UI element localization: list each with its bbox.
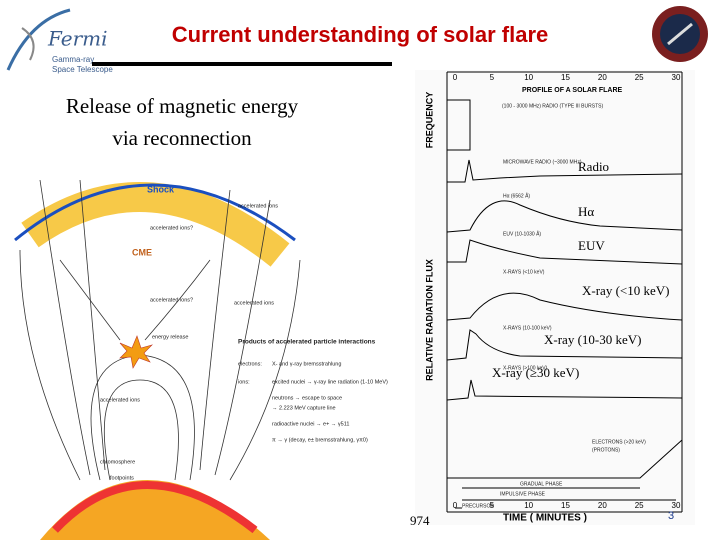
diagram-label: accelerated ions bbox=[100, 397, 140, 403]
diagram-label: footpoints bbox=[110, 475, 134, 481]
curve-label: X-RAYS (<10 keV) bbox=[503, 269, 545, 275]
phase-label: GRADUAL PHASE bbox=[520, 481, 563, 487]
time-tick-label: 10 bbox=[524, 501, 533, 510]
curve-label: X-RAYS (>100 keV) bbox=[503, 365, 548, 371]
curve-label: X-RAYS (10-100 keV) bbox=[503, 325, 552, 331]
emblem bbox=[652, 6, 708, 62]
curve-label: (100 - 3000 MHz) RADIO (TYPE III BURSTS) bbox=[502, 103, 603, 109]
overlay-label: EUV bbox=[578, 238, 605, 253]
flare-diagram: Shock CME accelerated ions accelerated i… bbox=[14, 179, 388, 540]
slide-title: Current understanding of solar flare bbox=[172, 22, 549, 47]
diagram-label: CME bbox=[132, 247, 152, 257]
diagram-label: excited nuclei → γ-ray line radiation (1… bbox=[272, 379, 388, 385]
diagram-label: energy release bbox=[152, 334, 188, 340]
page-number: 3 bbox=[668, 510, 674, 522]
overlay-label: X-ray (<10 keV) bbox=[582, 283, 669, 298]
diagram-label: radioactive nuclei → e+ → γ511 bbox=[272, 421, 349, 427]
subtitle: Release of magnetic energy bbox=[66, 94, 299, 118]
time-tick-label: 0 bbox=[453, 501, 458, 510]
diagram-label: chromosphere bbox=[100, 459, 135, 465]
logo-line: Gamma-ray bbox=[52, 55, 94, 64]
time-tick-label: 15 bbox=[561, 501, 570, 510]
plot-title: PROFILE OF A SOLAR FLARE bbox=[522, 87, 623, 94]
time-tick-label: 20 bbox=[598, 501, 607, 510]
curve-label: ELECTRONS (>20 keV) bbox=[592, 439, 646, 445]
diagram-label: accelerated ions? bbox=[150, 225, 193, 231]
curve-label: MICROWAVE RADIO (~3000 MHz) bbox=[503, 159, 582, 165]
time-tick-label: 20 bbox=[598, 73, 607, 82]
diagram-label: Shock bbox=[147, 184, 175, 194]
phase-label: IMPULSIVE PHASE bbox=[500, 491, 546, 497]
diagram-label: neutrons → escape to space bbox=[272, 395, 342, 401]
time-tick-label: 5 bbox=[490, 501, 495, 510]
overlay-label: Radio bbox=[578, 159, 609, 174]
time-ticks: 0 0 5 5 10 10 15 15 20 20 25 25 30 30 bbox=[453, 73, 681, 510]
footer-fragment: 974 bbox=[410, 513, 430, 528]
diagram-label: accelerated ions? bbox=[150, 297, 193, 303]
time-tick-label: 15 bbox=[561, 73, 570, 82]
time-tick-label: 30 bbox=[672, 73, 681, 82]
diagram-label: accelerated ions bbox=[238, 203, 278, 209]
subtitle: via reconnection bbox=[112, 126, 252, 150]
time-tick-label: 0 bbox=[453, 73, 458, 82]
time-tick-label: 10 bbox=[524, 73, 533, 82]
overlay-label: X-ray (≥30 keV) bbox=[492, 365, 579, 380]
curve-label: EUV (10-1030 Å) bbox=[503, 230, 541, 237]
overlay-label: Hα bbox=[578, 204, 594, 219]
overlay-label: X-ray (10-30 keV) bbox=[544, 332, 641, 347]
logo-line: Space Telescope bbox=[52, 65, 113, 74]
phase-label: PRECURSOR bbox=[462, 503, 494, 509]
time-tick-label: 30 bbox=[672, 501, 681, 510]
logo: Fermi Gamma-ray Space Telescope bbox=[6, 8, 113, 74]
time-tick-label: 25 bbox=[635, 501, 644, 510]
diagram-label: electrons: bbox=[238, 361, 262, 367]
flare-profile-plot: FREQUENCY RELATIVE RADIATION FLUX TIME (… bbox=[415, 70, 695, 525]
diagram-label: π → γ (decay, e± bremsstrahlung, γπ0) bbox=[272, 437, 368, 443]
diagram-label: → 2.223 MeV capture line bbox=[272, 405, 336, 411]
axis-label: RELATIVE RADIATION FLUX bbox=[424, 259, 434, 381]
diagram-label: ions: bbox=[238, 379, 250, 385]
time-tick-label: 5 bbox=[490, 73, 495, 82]
time-tick-label: 25 bbox=[635, 73, 644, 82]
diagram-label: X- and γ-ray bremsstrahlung bbox=[272, 361, 341, 367]
curve-label: Hα (6562 Å) bbox=[503, 192, 530, 199]
curve-label: (PROTONS) bbox=[592, 447, 620, 453]
axis-label: FREQUENCY bbox=[424, 92, 434, 149]
logo-name: Fermi bbox=[47, 27, 108, 51]
axis-label: TIME ( MINUTES ) bbox=[503, 513, 587, 524]
diagram-label: Products of accelerated particle interac… bbox=[238, 339, 376, 346]
diagram-label: accelerated ions bbox=[234, 300, 274, 306]
